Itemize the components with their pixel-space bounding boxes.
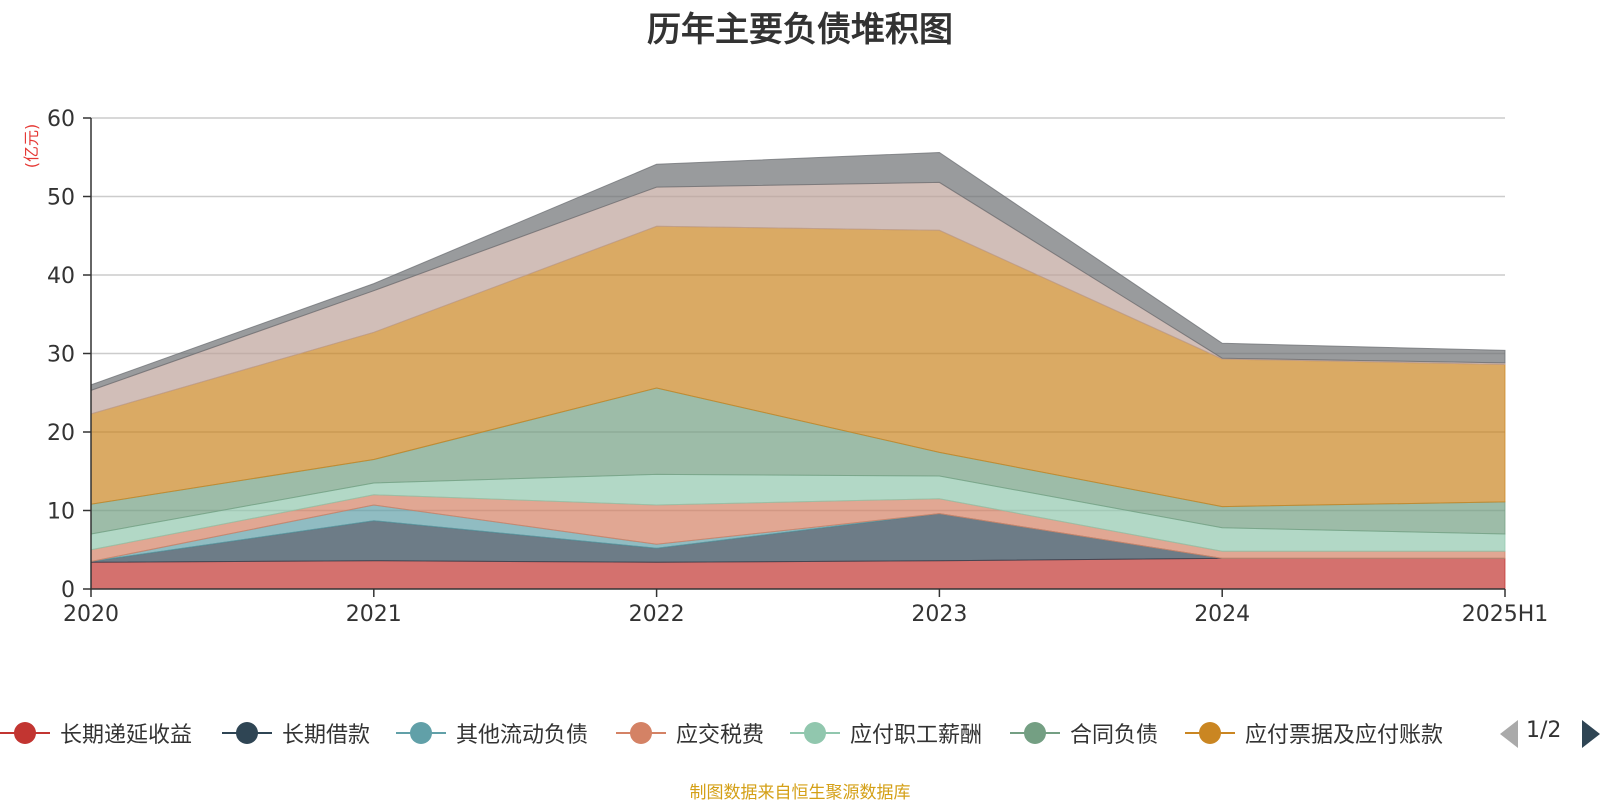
legend-page-text: 1/2 xyxy=(1526,718,1562,743)
y-tick-label: 0 xyxy=(61,578,75,603)
y-tick-label: 20 xyxy=(47,421,75,446)
y-tick-label: 50 xyxy=(47,186,75,211)
legend-marker-icon xyxy=(1010,715,1060,751)
area-9 xyxy=(90,151,1506,392)
y-tick-label: 10 xyxy=(47,500,75,525)
x-tick-label: 2021 xyxy=(346,602,402,627)
legend-label: 长期递延收益 xyxy=(60,723,193,748)
legend-pager: 1/2 xyxy=(1500,718,1600,750)
legend: 长期递延收益 长期借款 其他流动负债 应交税费 应付职工薪酬 合同负债 应付票据及应付账款 xyxy=(0,715,1600,751)
legend-item[interactable]: 应付职工薪酬 xyxy=(790,715,982,751)
chart-plot: 0 10 20 30 40 50 60 2020 2021 2022 2023 2024 2025H1 xyxy=(47,107,1548,627)
legend-marker-icon xyxy=(396,715,446,751)
stacked-areas xyxy=(90,151,1506,590)
x-tick-label: 2024 xyxy=(1194,602,1250,627)
legend-item[interactable]: 合同负债 xyxy=(1010,715,1158,751)
legend-item[interactable]: 长期借款 xyxy=(222,715,370,751)
legend-marker-icon xyxy=(0,715,50,751)
prev-page-icon[interactable] xyxy=(1500,720,1518,748)
legend-marker-icon xyxy=(790,715,840,751)
x-tick-label: 2025H1 xyxy=(1462,602,1549,627)
y-tick-label: 40 xyxy=(47,264,75,289)
legend-marker-icon xyxy=(222,715,272,751)
legend-label: 合同负债 xyxy=(1070,723,1159,748)
legend-marker-icon xyxy=(616,715,666,751)
x-tick-label: 2020 xyxy=(63,602,119,627)
legend-item[interactable]: 长期递延收益 xyxy=(0,715,192,751)
legend-label: 应付票据及应付账款 xyxy=(1245,723,1444,748)
legend-label: 应付职工薪酬 xyxy=(850,723,983,748)
chart-title: 历年主要负债堆积图 xyxy=(647,10,953,50)
source-note: 制图数据来自恒生聚源数据库 xyxy=(689,783,911,803)
legend-label: 其他流动负债 xyxy=(456,723,589,748)
y-tick-label: 60 xyxy=(47,107,75,132)
axes: 0 10 20 30 40 50 60 2020 2021 2022 2023 2024 2025H1 xyxy=(47,107,1548,627)
legend-item[interactable]: 其他流动负债 xyxy=(396,715,588,751)
x-tick-label: 2022 xyxy=(629,602,685,627)
legend-item[interactable]: 应交税费 xyxy=(616,715,764,751)
x-tick-label: 2023 xyxy=(911,602,967,627)
legend-marker-icon xyxy=(1185,715,1235,751)
next-page-icon[interactable] xyxy=(1582,720,1600,748)
area-1 xyxy=(90,557,1506,590)
legend-item[interactable]: 应付票据及应付账款 xyxy=(1185,715,1443,751)
y-tick-label: 30 xyxy=(47,343,75,368)
legend-label: 应交税费 xyxy=(676,723,765,748)
legend-label: 长期借款 xyxy=(282,723,371,748)
